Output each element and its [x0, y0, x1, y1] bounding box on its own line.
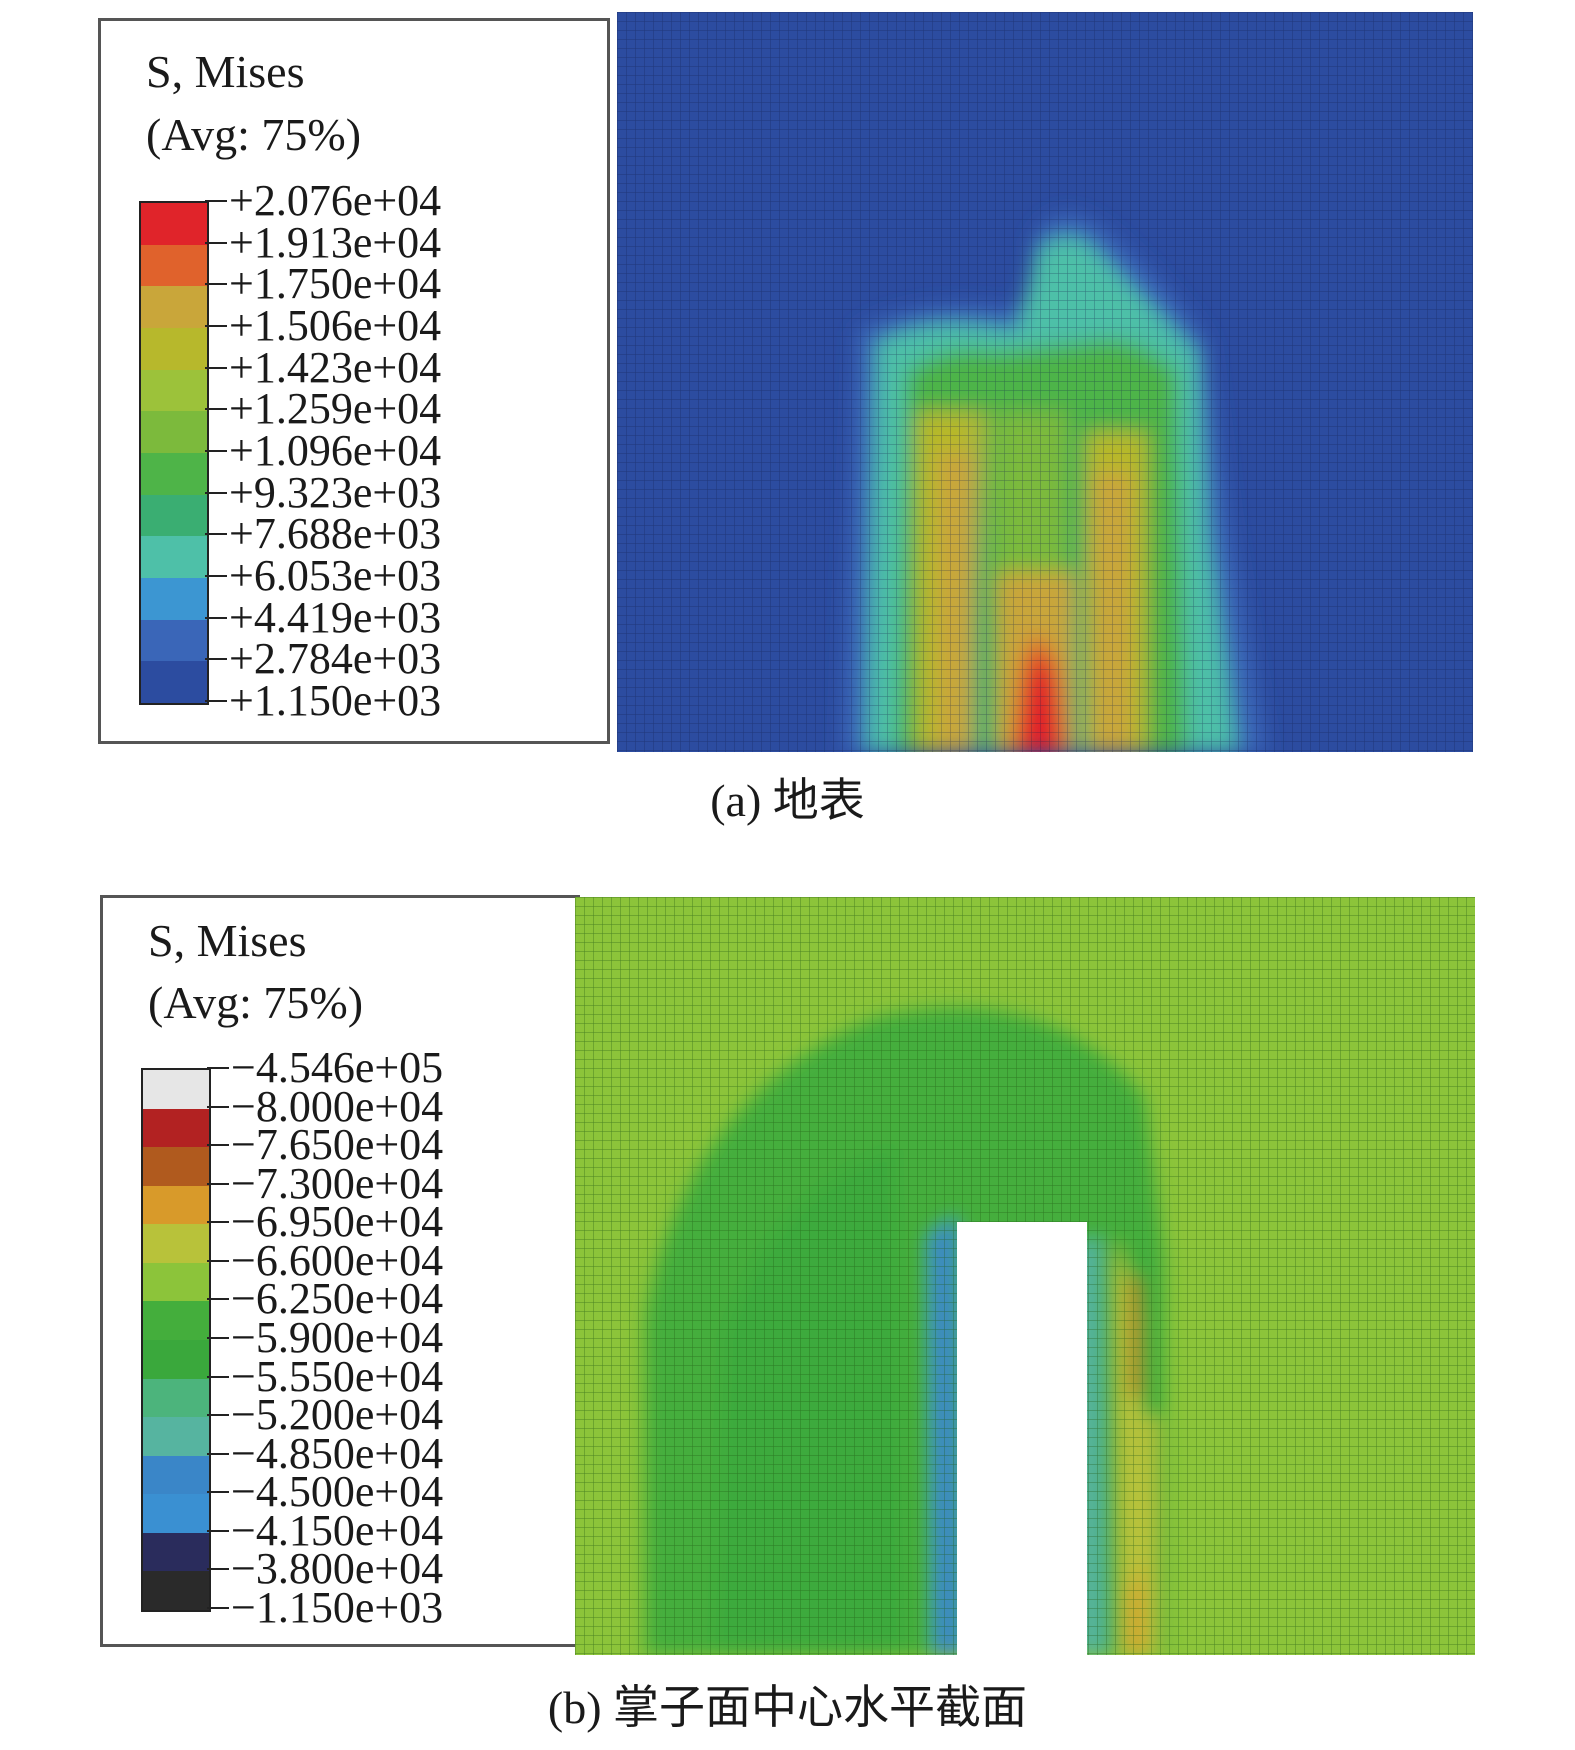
legend-a-ticks: [205, 200, 227, 702]
legend-tick: [207, 1375, 229, 1378]
legend-b-subtitle: (Avg: 75%): [148, 977, 364, 1028]
legend-value-label: +4.419e+03: [229, 592, 442, 642]
legend-tick: [205, 200, 227, 202]
legend-tick: [207, 1105, 229, 1108]
legend-value-label: −7.650e+04: [231, 1120, 444, 1170]
legend-value-label: +7.688e+03: [229, 509, 442, 559]
legend-value-label: +2.784e+03: [229, 634, 442, 684]
legend-tick: [207, 1337, 229, 1339]
legend-tick: [205, 533, 227, 536]
legend-tick: [207, 1452, 229, 1455]
legend-a: S, Mises (Avg: 75%) +2.076e+04 +1.913e+04…: [98, 18, 610, 744]
legend-tick: [205, 658, 227, 661]
legend-color-segment: [143, 1301, 209, 1340]
contour-plot-surface: [617, 12, 1473, 752]
legend-tick: [207, 1298, 229, 1301]
legend-tick: [205, 616, 227, 619]
legend-color-segment: [141, 619, 207, 662]
legend-value-label: +1.259e+04: [229, 384, 442, 434]
legend-color-segment: [141, 203, 207, 245]
legend-color-segment: [143, 1108, 209, 1148]
legend-value-label: +2.076e+04: [229, 176, 442, 225]
caption-b: (b) 掌子面中心水平截面: [547, 1682, 1028, 1733]
legend-color-segment: [143, 1417, 209, 1456]
legend-color-segment: [143, 1070, 209, 1109]
legend-tick: [207, 1607, 229, 1609]
legend-value-label: −8.000e+04: [231, 1081, 444, 1131]
legend-tick: [205, 700, 227, 702]
legend-color-segment: [141, 369, 207, 412]
contour-plot-face-section: [575, 897, 1475, 1655]
legend-tick: [207, 1221, 229, 1224]
legend-color-segment: [141, 452, 207, 495]
legend-value-label: +1.506e+04: [229, 301, 442, 350]
legend-tick: [205, 241, 227, 244]
legend-tick: [207, 1491, 229, 1494]
legend-value-label: −4.850e+04: [231, 1428, 444, 1478]
legend-value-label: +1.423e+04: [229, 342, 442, 392]
legend-color-segment: [143, 1224, 209, 1263]
legend-b-color-bar: [141, 1068, 211, 1612]
legend-value-label: −4.500e+04: [231, 1467, 444, 1517]
legend-tick: [205, 450, 227, 452]
legend-value-label: −6.250e+04: [231, 1274, 444, 1324]
legend-b-title: S, Mises: [148, 915, 307, 966]
legend-value-label: −4.150e+04: [231, 1505, 444, 1555]
legend-tick: [205, 366, 227, 369]
legend-tick: [207, 1568, 229, 1571]
legend-a-color-bar: [139, 201, 209, 705]
legend-color-segment: [141, 661, 207, 703]
legend-value-label: +1.750e+04: [229, 259, 442, 309]
caption-a: (a) 地表: [710, 775, 865, 826]
legend-value-label: −3.800e+04: [231, 1544, 444, 1594]
legend-color-segment: [141, 244, 207, 287]
legend-tick: [205, 325, 227, 327]
legend-color-segment: [143, 1455, 209, 1495]
legend-value-label: +9.323e+03: [229, 467, 442, 517]
legend-tick: [207, 1144, 229, 1147]
legend-color-segment: [143, 1339, 209, 1379]
legend-value-label: −7.300e+04: [231, 1158, 444, 1208]
legend-tick: [207, 1529, 229, 1532]
tunnel-opening: [957, 1222, 1087, 1655]
legend-b: S, Mises (Avg: 75%) −4.546e+05 −8.000e+04…: [100, 895, 580, 1647]
legend-tick: [207, 1182, 229, 1185]
legend-value-label: +1.150e+03: [229, 676, 442, 725]
legend-tick: [205, 575, 227, 577]
legend-tick: [207, 1067, 229, 1069]
legend-tick: [207, 1414, 229, 1417]
legend-value-label: −5.550e+04: [231, 1351, 444, 1401]
legend-value-label: +1.913e+04: [229, 217, 442, 267]
legend-color-segment: [143, 1378, 209, 1418]
legend-color-segment: [141, 286, 207, 328]
legend-color-segment: [143, 1185, 209, 1225]
legend-value-label: +6.053e+03: [229, 551, 442, 600]
legend-color-segment: [143, 1571, 209, 1610]
legend-color-segment: [143, 1262, 209, 1302]
legend-color-segment: [141, 327, 207, 370]
legend-value-label: −5.900e+04: [231, 1313, 444, 1362]
legend-a-title: S, Mises: [146, 46, 305, 97]
legend-value-label: +1.096e+04: [229, 426, 442, 475]
legend-color-segment: [141, 494, 207, 537]
legend-b-ticks: [207, 1067, 229, 1609]
legend-tick: [205, 408, 227, 411]
legend-value-label: −6.950e+04: [231, 1197, 444, 1247]
legend-value-label: −4.546e+05: [231, 1043, 444, 1092]
legend-a-subtitle: (Avg: 75%): [146, 109, 362, 160]
legend-color-segment: [141, 577, 207, 620]
legend-value-label: −5.200e+04: [231, 1390, 444, 1440]
legend-color-segment: [143, 1147, 209, 1186]
legend-color-segment: [143, 1532, 209, 1572]
legend-color-segment: [143, 1494, 209, 1533]
legend-value-label: −1.150e+03: [231, 1583, 444, 1632]
legend-tick: [205, 491, 227, 494]
legend-color-segment: [141, 411, 207, 453]
legend-value-label: −6.600e+04: [231, 1235, 444, 1285]
legend-color-segment: [141, 536, 207, 578]
legend-tick: [205, 283, 227, 286]
legend-tick: [207, 1259, 229, 1262]
